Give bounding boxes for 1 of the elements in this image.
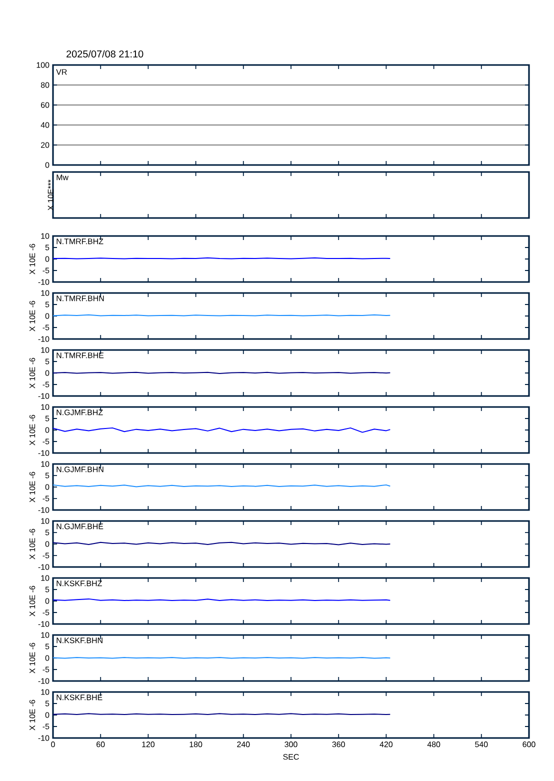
chart-title: 2025/07/08 21:10	[66, 50, 144, 58]
